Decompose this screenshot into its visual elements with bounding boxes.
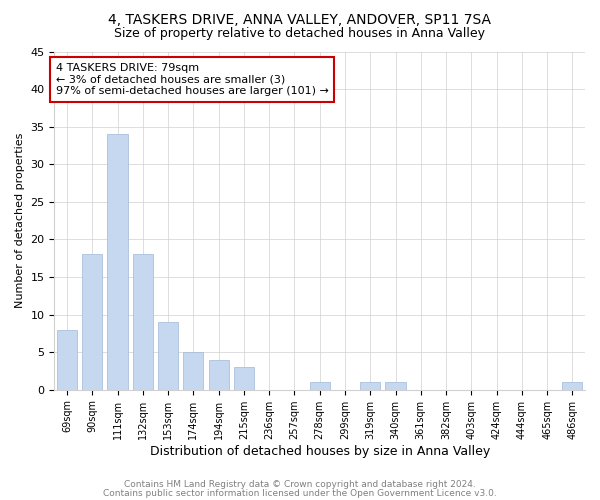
X-axis label: Distribution of detached houses by size in Anna Valley: Distribution of detached houses by size … <box>149 444 490 458</box>
Text: 4 TASKERS DRIVE: 79sqm
← 3% of detached houses are smaller (3)
97% of semi-detac: 4 TASKERS DRIVE: 79sqm ← 3% of detached … <box>56 63 329 96</box>
Bar <box>133 254 153 390</box>
Bar <box>234 367 254 390</box>
Bar <box>360 382 380 390</box>
Text: 4, TASKERS DRIVE, ANNA VALLEY, ANDOVER, SP11 7SA: 4, TASKERS DRIVE, ANNA VALLEY, ANDOVER, … <box>109 12 491 26</box>
Bar <box>209 360 229 390</box>
Bar <box>158 322 178 390</box>
Text: Contains HM Land Registry data © Crown copyright and database right 2024.: Contains HM Land Registry data © Crown c… <box>124 480 476 489</box>
Text: Size of property relative to detached houses in Anna Valley: Size of property relative to detached ho… <box>115 28 485 40</box>
Bar <box>385 382 406 390</box>
Bar <box>82 254 103 390</box>
Bar <box>107 134 128 390</box>
Text: Contains public sector information licensed under the Open Government Licence v3: Contains public sector information licen… <box>103 488 497 498</box>
Bar <box>310 382 330 390</box>
Bar <box>183 352 203 390</box>
Bar <box>57 330 77 390</box>
Y-axis label: Number of detached properties: Number of detached properties <box>15 133 25 308</box>
Bar <box>562 382 583 390</box>
